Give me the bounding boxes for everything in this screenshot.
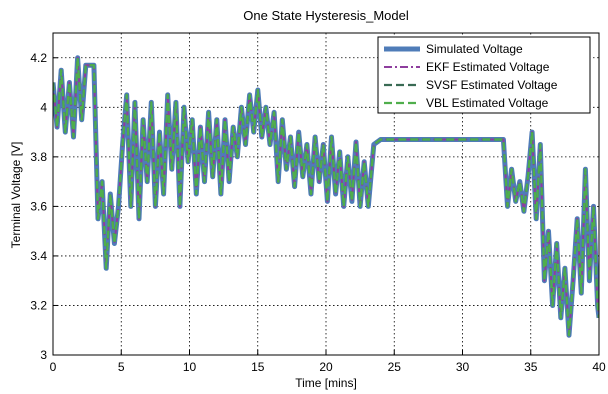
y-tick-label: 4.2 [30, 51, 47, 65]
x-tick-label: 15 [251, 360, 265, 374]
x-tick-label: 35 [524, 360, 538, 374]
x-tick-labels: 0 5 10 15 20 25 30 35 40 [50, 360, 606, 374]
legend-label-0: Simulated Voltage [426, 42, 523, 56]
y-tick-label: 3.2 [30, 298, 47, 312]
legend-label-3: VBL Estimated Voltage [426, 96, 549, 110]
x-tick-label: 40 [592, 360, 606, 374]
x-tick-label: 25 [388, 360, 402, 374]
y-tick-labels: 3 3.2 3.4 3.6 3.8 4 4.2 [30, 51, 47, 362]
y-tick-label: 3.6 [30, 199, 47, 213]
x-tick-label: 0 [50, 360, 57, 374]
legend-label-1: EKF Estimated Voltage [426, 60, 550, 74]
legend: Simulated Voltage EKF Estimated Voltage SV… [378, 37, 590, 113]
y-tick-label: 4 [40, 100, 47, 114]
x-tick-label: 20 [319, 360, 333, 374]
x-tick-label: 10 [183, 360, 197, 374]
x-tick-label: 30 [456, 360, 470, 374]
y-tick-label: 3 [40, 348, 47, 362]
y-tick-label: 3.8 [30, 150, 47, 164]
y-axis-label: Terminal Voltage [V] [9, 142, 23, 249]
legend-label-2: SVSF Estimated Voltage [426, 78, 558, 92]
chart-title: One State Hysteresis_Model [243, 8, 409, 23]
y-tick-label: 3.4 [30, 249, 47, 263]
x-axis-label: Time [mins] [295, 376, 357, 390]
x-tick-label: 5 [118, 360, 125, 374]
